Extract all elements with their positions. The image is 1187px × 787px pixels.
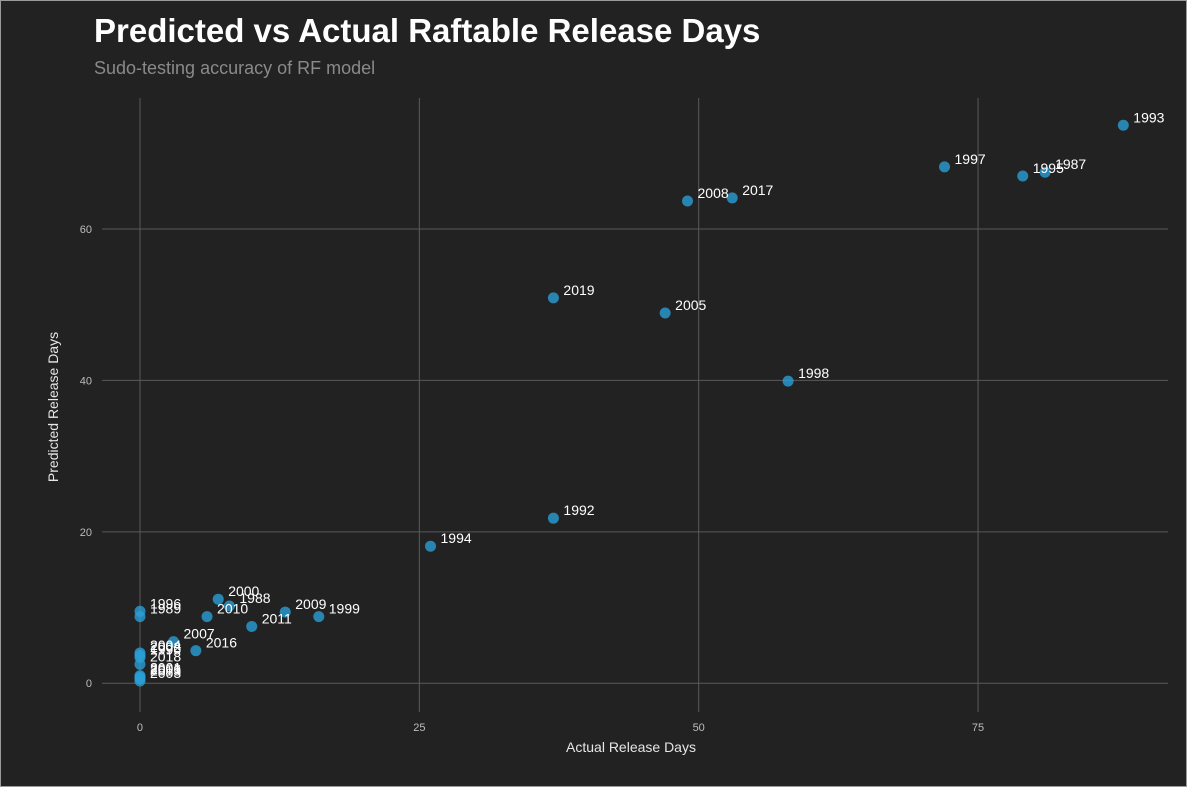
point-2003 (134, 675, 146, 687)
point-label-1995: 1995 (1033, 160, 1064, 176)
point-2010 (201, 611, 213, 623)
point-1994 (425, 540, 437, 552)
point-label-1993: 1993 (1133, 109, 1164, 125)
point-1995 (1017, 170, 1029, 182)
point-1993 (1117, 119, 1129, 131)
point-2011 (246, 620, 258, 632)
point-2018 (134, 658, 146, 670)
point-label-1999: 1999 (329, 601, 360, 617)
point-1987 (1039, 166, 1051, 178)
point-label-2000: 2000 (228, 583, 259, 599)
point-label-2002: 2002 (150, 639, 181, 655)
point-label-1990: 1990 (150, 641, 181, 657)
x-tick-label-75: 75 (972, 722, 984, 734)
y-tick-label-0: 0 (86, 678, 92, 690)
point-label-2016: 2016 (206, 635, 237, 651)
point-label-2019: 2019 (563, 282, 594, 298)
point-1998 (782, 375, 794, 387)
point-2019 (547, 292, 559, 304)
point-2009 (279, 606, 291, 618)
y-axis-title: Predicted Release Days (45, 332, 61, 482)
point-1989 (134, 611, 146, 623)
point-label-2017: 2017 (742, 182, 773, 198)
x-tick-label-0: 0 (137, 722, 143, 734)
point-label-1992: 1992 (563, 502, 594, 518)
point-2016 (190, 645, 202, 657)
point-2008 (682, 195, 694, 207)
point-1997 (939, 161, 951, 173)
point-1992 (547, 512, 559, 524)
x-axis-title: Actual Release Days (566, 739, 696, 755)
point-label-1998: 1998 (798, 365, 829, 381)
axis-ticks: 0 25 50 75 0 20 40 60 (80, 224, 984, 734)
point-label-2001: 2001 (150, 660, 181, 676)
chart-title: Predicted vs Actual Raftable Release Day… (94, 12, 761, 49)
point-label-1987: 1987 (1055, 156, 1086, 172)
point-label-2005: 2005 (675, 297, 706, 313)
y-tick-label-40: 40 (80, 375, 92, 387)
point-label-2009: 2009 (295, 596, 326, 612)
point-label-2010: 2010 (217, 601, 248, 617)
point-label-2011: 2011 (262, 610, 292, 626)
point-label-1989: 1989 (150, 601, 181, 617)
x-tick-label-50: 50 (693, 722, 705, 734)
point-label-1996: 1996 (150, 595, 181, 611)
y-tick-label-20: 20 (80, 527, 92, 539)
point-2000 (212, 593, 224, 605)
point-label-1997: 1997 (955, 151, 986, 167)
point-2017 (726, 192, 738, 204)
point-label-2008: 2008 (698, 185, 729, 201)
x-tick-label-25: 25 (413, 722, 425, 734)
point-2005 (659, 307, 671, 319)
chart-subtitle: Sudo-testing accuracy of RF model (94, 58, 376, 78)
point-label-2004: 2004 (150, 637, 181, 653)
point-label-2013: 2013 (150, 663, 181, 679)
point-1999 (313, 611, 325, 623)
point-label-2018: 2018 (150, 648, 181, 664)
point-1988 (223, 600, 235, 612)
y-tick-label-60: 60 (80, 224, 92, 236)
point-label-1988: 1988 (239, 590, 270, 606)
point-label-2007: 2007 (184, 626, 215, 642)
point-2007 (168, 636, 180, 648)
point-label-2006: 2006 (150, 661, 181, 677)
point-label-2003: 2003 (150, 665, 181, 681)
point-label-1994: 1994 (441, 530, 472, 546)
grid-lines (102, 98, 1168, 712)
data-points (134, 119, 1129, 687)
